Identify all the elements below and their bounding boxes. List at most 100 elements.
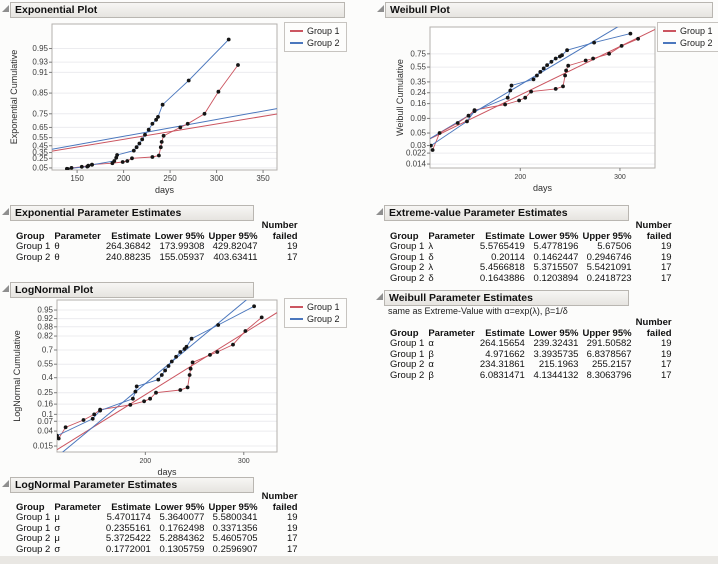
parameter-cell: σ xyxy=(54,544,61,555)
disclosure-triangle-icon[interactable] xyxy=(2,5,9,12)
parameter-cell: θ xyxy=(54,252,60,263)
parameter-estimates-table: Number Group Parameter Estimate Lower 95% Upp… xyxy=(14,492,300,555)
svg-text:Weibull Cumulative: Weibull Cumulative xyxy=(395,59,405,136)
group-cell: Group 1 xyxy=(16,513,51,523)
group-cell: Group 1 xyxy=(16,242,51,252)
svg-text:0.25: 0.25 xyxy=(37,388,53,397)
legend-label: Group 2 xyxy=(307,38,340,48)
column-header: Number xyxy=(261,492,298,502)
column-header: Upper 95% xyxy=(208,231,258,242)
extreme-value-estimates-table: Number Group Parameter Estimate Lower 95% Upp… xyxy=(388,221,674,284)
column-header xyxy=(477,318,527,329)
plot-legend: Group 1 Group 2 xyxy=(284,298,347,328)
legend-label: Group 2 xyxy=(680,38,713,48)
column-header: Parameter xyxy=(428,231,475,242)
value-cell: 19 xyxy=(660,339,672,349)
column-header xyxy=(14,221,52,232)
svg-text:0.75: 0.75 xyxy=(32,109,48,118)
parameter-cell: α xyxy=(428,360,434,370)
legend-line-swatch xyxy=(290,42,303,44)
svg-text:0.55: 0.55 xyxy=(410,63,426,72)
disclosure-triangle-icon[interactable] xyxy=(376,208,383,215)
column-header: Parameter xyxy=(428,328,475,339)
value-cell: 0.1305759 xyxy=(159,544,205,555)
svg-text:0.95: 0.95 xyxy=(32,44,48,53)
parameter-estimates-table: Number Group Parameter Estimate Lower 95% Upp… xyxy=(388,221,674,284)
svg-text:200: 200 xyxy=(139,458,151,465)
disclosure-triangle-icon[interactable] xyxy=(2,285,9,292)
value-cell: 19 xyxy=(660,252,672,263)
legend-line-swatch xyxy=(290,306,303,308)
panel-header-weibull-plot[interactable]: Weibull Plot xyxy=(377,2,713,18)
plot-legend: Group 1 Group 2 xyxy=(657,22,718,52)
value-cell: 234.31861 xyxy=(479,360,525,370)
legend-entry: Group 1 xyxy=(663,26,713,36)
value-cell: 5.67506 xyxy=(597,242,632,252)
column-header: Lower 95% xyxy=(154,231,205,242)
svg-text:Exponential Cumulative: Exponential Cumulative xyxy=(10,50,19,145)
value-cell: 17 xyxy=(286,534,298,544)
svg-text:0.7: 0.7 xyxy=(42,345,54,354)
legend-line-swatch xyxy=(290,318,303,320)
svg-text:days: days xyxy=(533,183,553,193)
svg-text:0.85: 0.85 xyxy=(32,89,48,98)
svg-text:0.04: 0.04 xyxy=(37,427,53,436)
svg-text:0.93: 0.93 xyxy=(32,58,48,67)
table-row: Group 1 α 264.15654 239.32431 291.50582 19 xyxy=(388,339,674,350)
column-header xyxy=(426,318,476,329)
group-cell: Group 1 xyxy=(390,339,425,349)
value-cell: 0.20114 xyxy=(491,252,525,263)
svg-text:0.09: 0.09 xyxy=(410,114,426,123)
svg-text:0.022: 0.022 xyxy=(406,149,427,158)
parameter-cell: θ xyxy=(54,242,60,252)
column-header xyxy=(388,318,426,329)
svg-text:0.16: 0.16 xyxy=(410,99,426,108)
panel-title: Weibull Plot xyxy=(390,4,450,16)
column-header xyxy=(52,492,102,503)
legend-entry: Group 1 xyxy=(290,26,340,36)
legend-entry: Group 2 xyxy=(290,38,340,48)
column-header: Parameter xyxy=(54,502,101,513)
value-cell: 19 xyxy=(660,349,672,360)
parameter-cell: β xyxy=(428,370,434,381)
parameter-cell: β xyxy=(428,349,434,360)
svg-text:0.45: 0.45 xyxy=(32,141,48,150)
group-cell: Group 1 xyxy=(390,252,425,263)
parameter-cell: λ xyxy=(428,242,434,252)
group-cell: Group 2 xyxy=(390,273,425,284)
disclosure-triangle-icon[interactable] xyxy=(2,480,9,487)
svg-text:0.75: 0.75 xyxy=(410,49,426,58)
value-cell: 264.36842 xyxy=(105,242,151,252)
panel-header-extreme-value-estimates[interactable]: Extreme-value Parameter Estimates xyxy=(376,205,629,221)
value-cell: 5.3715507 xyxy=(533,263,579,273)
table-row: Group 1 β 4.971662 3.3935735 6.8378567 19 xyxy=(388,350,674,361)
value-cell: 5.2884362 xyxy=(159,534,205,544)
svg-text:0.05: 0.05 xyxy=(32,163,48,172)
svg-text:0.92: 0.92 xyxy=(37,314,53,323)
weibull-plot-chart: 200 300 0.014 0.022 0.03 0.05 0.09 0.16 0.24 0.35… xyxy=(383,18,718,200)
value-cell: 0.1462447 xyxy=(533,252,579,263)
panel-header-weibull-estimates[interactable]: Weibull Parameter Estimates xyxy=(376,290,629,306)
group-cell: Group 2 xyxy=(390,370,425,381)
value-cell: 5.4778196 xyxy=(533,242,579,252)
panel-header-lognormal-plot[interactable]: LogNormal Plot xyxy=(2,282,254,298)
legend-line-swatch xyxy=(290,30,303,32)
panel-header-exponential-estimates[interactable]: Exponential Parameter Estimates xyxy=(2,205,254,221)
legend-label: Group 1 xyxy=(307,302,340,312)
svg-text:300: 300 xyxy=(238,458,250,465)
parameter-estimates-table: Number Group Parameter Estimate Lower 95% Upp… xyxy=(388,318,674,381)
disclosure-triangle-icon[interactable] xyxy=(376,293,383,300)
panel-header-exponential-plot[interactable]: Exponential Plot xyxy=(2,2,345,18)
table-row: Group 2 θ 240.88235 155.05937 403.63411 17 xyxy=(14,253,300,264)
table-row: Group 1 σ 0.2355161 0.1762498 0.3371356 19 xyxy=(14,524,300,535)
value-cell: 0.3371356 xyxy=(212,523,258,534)
disclosure-triangle-icon[interactable] xyxy=(377,5,384,12)
value-cell: 155.05937 xyxy=(159,252,205,263)
value-cell: 3.3935735 xyxy=(533,349,579,360)
group-cell: Group 2 xyxy=(16,534,51,544)
panel-header-lognormal-estimates[interactable]: LogNormal Parameter Estimates xyxy=(2,477,254,493)
column-header: Group xyxy=(16,502,45,513)
svg-text:0.4: 0.4 xyxy=(42,373,54,382)
value-cell: 19 xyxy=(286,242,298,252)
disclosure-triangle-icon[interactable] xyxy=(2,208,9,215)
